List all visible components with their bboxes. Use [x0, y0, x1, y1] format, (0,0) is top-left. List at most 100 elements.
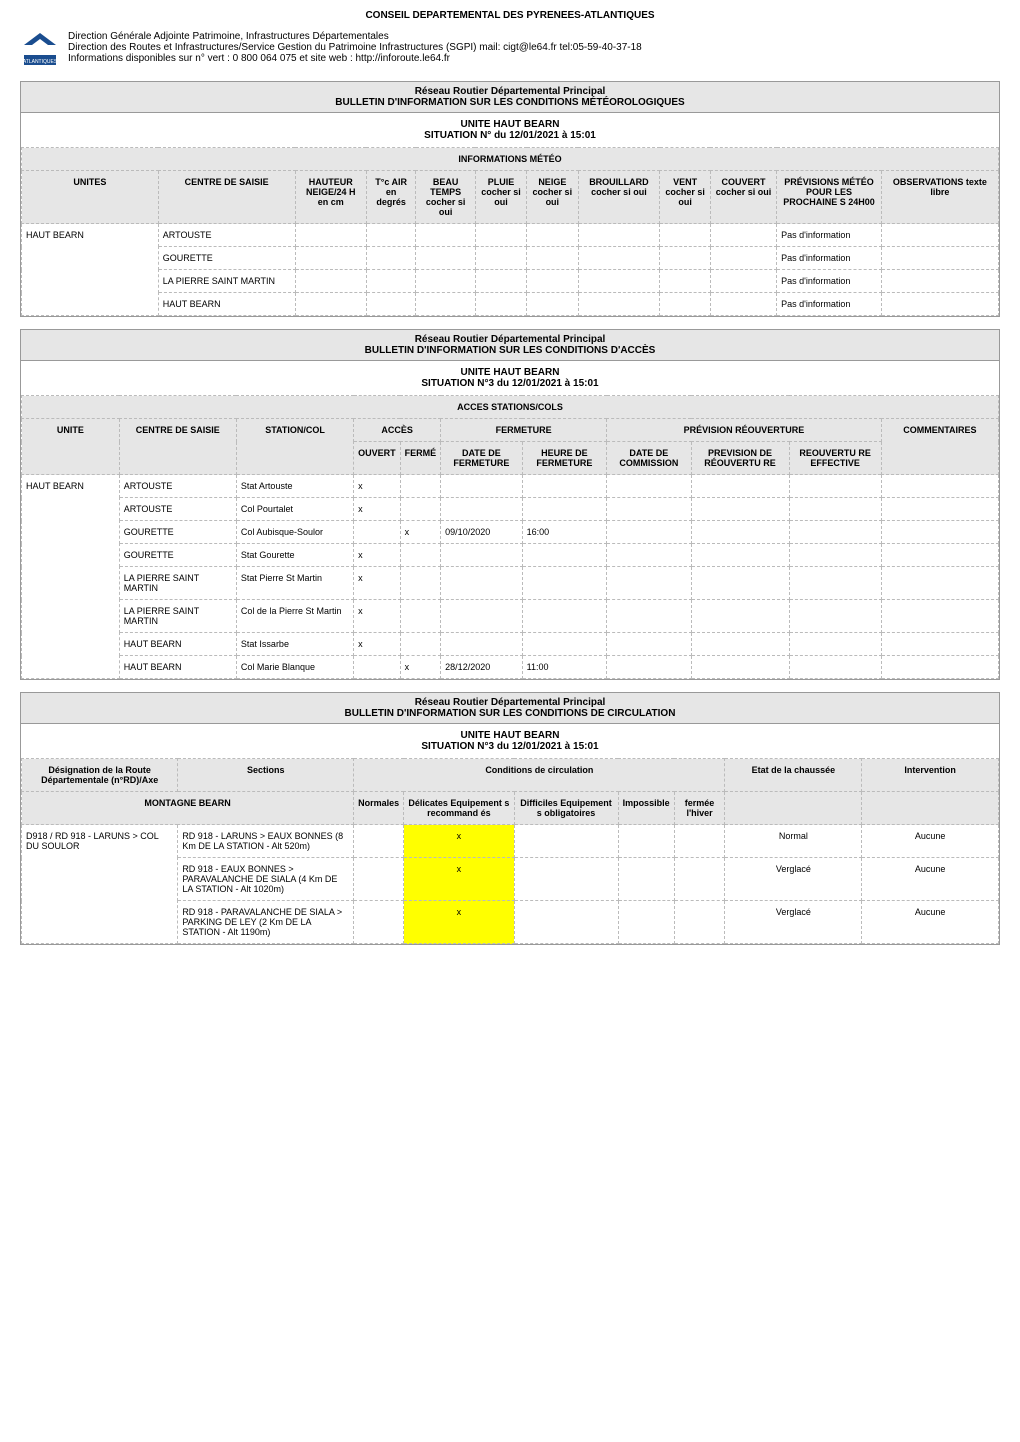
- cell: [691, 600, 789, 633]
- cell: [354, 521, 401, 544]
- cell: [354, 858, 404, 901]
- circ-section: Réseau Routier Départemental Principal B…: [20, 692, 1000, 945]
- col-vent: VENT cocher si oui: [660, 171, 711, 224]
- cell: [527, 247, 578, 270]
- cell: [441, 600, 522, 633]
- doc-title: CONSEIL DEPARTEMENTAL DES PYRENEES-ATLAN…: [20, 10, 1000, 21]
- col-couvert: COUVERT cocher si oui: [710, 171, 776, 224]
- cell: [354, 656, 401, 679]
- cell: [691, 544, 789, 567]
- cell: [366, 224, 415, 247]
- cell: [416, 270, 476, 293]
- cell: x: [354, 498, 401, 521]
- col-c-delicates: Délicates Equipement s recommand és: [404, 792, 514, 825]
- col-a-centre: CENTRE DE SAISIE: [119, 419, 236, 475]
- cell-delicates: x: [404, 858, 514, 901]
- cell-unite: HAUT BEARN: [22, 475, 120, 679]
- cell-delicates: x: [404, 825, 514, 858]
- col-a-ferme: FERMÉ: [400, 442, 441, 475]
- col-a-station: STATION/COL: [236, 419, 353, 475]
- cell: [366, 293, 415, 316]
- cell: [881, 498, 998, 521]
- meteo-info-header: INFORMATIONS MÉTÉO: [22, 148, 999, 171]
- cell-unite: HAUT BEARN: [22, 224, 159, 316]
- col-unites: UNITES: [22, 171, 159, 224]
- col-prev: PRÉVISIONS MÉTÉO POUR LES PROCHAINE S 24…: [777, 171, 882, 224]
- cell: [660, 293, 711, 316]
- meteo-table: INFORMATIONS MÉTÉO UNITES CENTRE DE SAIS…: [21, 147, 999, 316]
- cell: [527, 224, 578, 247]
- cell: x: [354, 600, 401, 633]
- cell: [514, 901, 618, 944]
- col-a-datef: DATE DE FERMETURE: [441, 442, 522, 475]
- cell-section: RD 918 - EAUX BONNES > PARAVALANCHE DE S…: [178, 858, 354, 901]
- cell: [527, 270, 578, 293]
- cell: [618, 858, 674, 901]
- table-row: GOURETTEPas d'information: [22, 247, 999, 270]
- svg-text:ATLANTIQUES: ATLANTIQUES: [23, 59, 58, 65]
- cell-section: RD 918 - PARAVALANCHE DE SIALA > PARKING…: [178, 901, 354, 944]
- cell: LA PIERRE SAINT MARTIN: [119, 600, 236, 633]
- cell: [441, 544, 522, 567]
- col-a-prevdr: PREVISION DE RÉOUVERTU RE: [691, 442, 789, 475]
- cell: [881, 270, 998, 293]
- col-c-sections: Sections: [178, 759, 354, 792]
- cell-section: RD 918 - LARUNS > EAUX BONNES (8 Km DE L…: [178, 825, 354, 858]
- col-a-reoe: REOUVERTU RE EFFECTIVE: [789, 442, 881, 475]
- cell: [607, 521, 691, 544]
- col-c-fermee: fermée l'hiver: [674, 792, 725, 825]
- cell: [674, 901, 725, 944]
- cell-interv: Aucune: [862, 858, 999, 901]
- cell: [789, 633, 881, 656]
- col-obs: OBSERVATIONS texte libre: [881, 171, 998, 224]
- cell: LA PIERRE SAINT MARTIN: [158, 270, 295, 293]
- cell: [607, 498, 691, 521]
- cell: ARTOUSTE: [119, 498, 236, 521]
- table-row: LA PIERRE SAINT MARTINStat Pierre St Mar…: [22, 567, 999, 600]
- cell: Stat Gourette: [236, 544, 353, 567]
- circ-banner-1: Réseau Routier Départemental Principal: [21, 697, 999, 708]
- cell: [881, 224, 998, 247]
- circ-sub-1: UNITE HAUT BEARN: [21, 730, 999, 741]
- cell: [400, 633, 441, 656]
- cell: [789, 567, 881, 600]
- col-c-cond: Conditions de circulation: [354, 759, 725, 792]
- cell: [522, 600, 607, 633]
- cell-etat: Normal: [725, 825, 862, 858]
- cell: [441, 475, 522, 498]
- table-row: D918 / RD 918 - LARUNS > COL DU SOULORRD…: [22, 825, 999, 858]
- cell: GOURETTE: [119, 544, 236, 567]
- acces-banner-2: BULLETIN D'INFORMATION SUR LES CONDITION…: [21, 345, 999, 356]
- meteo-banner-1: Réseau Routier Départemental Principal: [21, 86, 999, 97]
- cell: [578, 247, 660, 270]
- cell: x: [354, 567, 401, 600]
- circ-banner-2: BULLETIN D'INFORMATION SUR LES CONDITION…: [21, 708, 999, 719]
- cell-interv: Aucune: [862, 901, 999, 944]
- cell: [710, 293, 776, 316]
- cell: [789, 600, 881, 633]
- header-line-1: Direction Générale Adjointe Patrimoine, …: [68, 31, 642, 42]
- col-c-route: Désignation de la Route Départementale (…: [22, 759, 178, 792]
- col-a-datec: DATE DE COMMISSION: [607, 442, 691, 475]
- circ-table: Désignation de la Route Départementale (…: [21, 758, 999, 944]
- col-a-ouvert: OUVERT: [354, 442, 401, 475]
- acces-table: ACCES STATIONS/COLS UNITE CENTRE DE SAIS…: [21, 395, 999, 679]
- cell: [578, 293, 660, 316]
- cell: [618, 825, 674, 858]
- col-centre: CENTRE DE SAISIE: [158, 171, 295, 224]
- acces-sub-1: UNITE HAUT BEARN: [21, 367, 999, 378]
- cell: Col Marie Blanque: [236, 656, 353, 679]
- cell: [660, 270, 711, 293]
- cell: Pas d'information: [777, 270, 882, 293]
- col-a-unite: UNITE: [22, 419, 120, 475]
- cell-etat: Verglacé: [725, 901, 862, 944]
- col-c-difficiles: Difficiles Equipement s obligatoires: [514, 792, 618, 825]
- table-row: GOURETTECol Aubisque-Soulorx09/10/202016…: [22, 521, 999, 544]
- table-row: HAUT BEARNARTOUSTEStat Artoustex: [22, 475, 999, 498]
- cell: [789, 498, 881, 521]
- meteo-section: Réseau Routier Départemental Principal B…: [20, 81, 1000, 317]
- meteo-sub-2: SITUATION N° du 12/01/2021 à 15:01: [21, 130, 999, 141]
- table-row: LA PIERRE SAINT MARTINCol de la Pierre S…: [22, 600, 999, 633]
- cell: [295, 293, 366, 316]
- cell: ARTOUSTE: [158, 224, 295, 247]
